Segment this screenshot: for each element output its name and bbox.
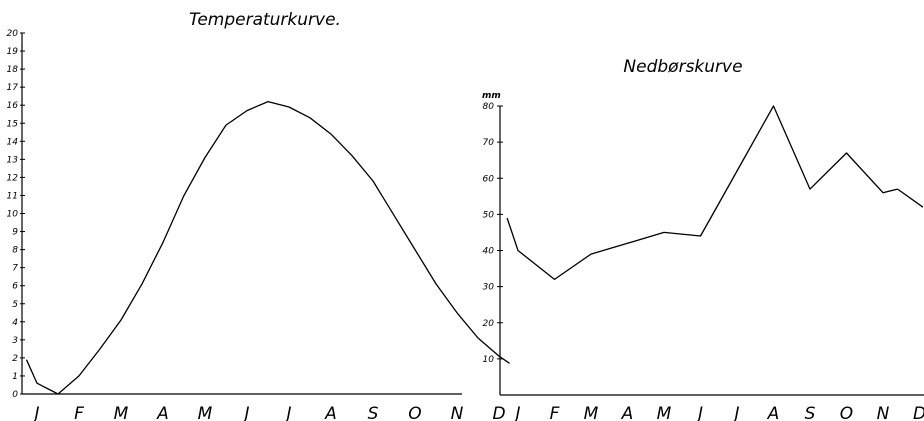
temperature-y-tick-label: 20 (7, 29, 19, 39)
precipitation-y-tick-label: 50 (483, 210, 495, 220)
temperature-chart: Temperaturkurve. 01234567891011121314151… (7, 10, 510, 421)
temperature-y-tick-label: 7 (12, 264, 18, 274)
temperature-y-tick-label: 18 (7, 65, 19, 75)
precipitation-x-tick-label: N (877, 404, 890, 421)
precipitation-x-tick-label: J (695, 404, 703, 421)
precipitation-x-tick-label: A (621, 404, 634, 421)
precipitation-series-tail (897, 188, 924, 208)
precipitation-x-tick-label: J (512, 404, 520, 421)
precipitation-y-tick-label: 80 (483, 102, 495, 112)
precipitation-y-ticks: 10 20 30 40 50 60 70 80 (483, 102, 503, 365)
precipitation-y-tick-label: 10 (483, 355, 495, 365)
precipitation-y-tick-label: 40 (483, 247, 495, 257)
temperature-chart-title: Temperaturkurve. (189, 10, 341, 30)
temperature-x-tick-label: D (492, 404, 505, 421)
precipitation-chart-title: Nedbørskurve (623, 57, 742, 77)
precipitation-chart: Nedbørskurve mm 10 20 30 40 50 60 70 80 J F M A M J J… (482, 57, 924, 421)
temperature-x-tick-label: O (408, 404, 421, 421)
temperature-y-tick-label: 1 (12, 372, 18, 382)
temperature-x-tick-label: A (324, 404, 337, 421)
temperature-x-tick-label: J (283, 404, 291, 421)
precipitation-x-tick-label: J (731, 404, 739, 421)
temperature-y-tick-label: 16 (7, 101, 19, 111)
precipitation-x-tick-label: D (913, 404, 924, 421)
temperature-y-tick-label: 5 (12, 300, 18, 310)
temperature-x-tick-label: A (156, 404, 169, 421)
temperature-x-tick-label: S (368, 404, 379, 421)
temperature-series-line (25, 100, 510, 395)
temperature-y-tick-label: 3 (12, 336, 18, 346)
precipitation-unit-label: mm (482, 91, 501, 101)
precipitation-y-tick-label: 20 (483, 319, 495, 329)
temperature-y-tick-label: 0 (12, 390, 18, 400)
precipitation-y-tick-label: 70 (483, 138, 495, 148)
temperature-x-tick-label: J (31, 404, 39, 421)
temperature-y-tick-label: 9 (12, 228, 18, 238)
temperature-y-tick-label: 13 (7, 155, 19, 165)
temperature-y-tick-label: 6 (12, 282, 18, 292)
temperature-y-tick-label: 8 (12, 246, 18, 256)
temperature-y-tick-label: 15 (7, 119, 19, 129)
temperature-y-tick-label: 19 (7, 47, 19, 57)
precipitation-x-tick-label: O (840, 404, 853, 421)
precipitation-y-tick-label: 30 (483, 283, 495, 293)
temperature-x-tick-label: N (451, 404, 464, 421)
precipitation-x-tick-label: S (805, 404, 816, 421)
temperature-x-tick-label: M (114, 404, 129, 421)
precipitation-x-tick-label: F (550, 404, 560, 421)
temperature-x-tick-label: M (198, 404, 213, 421)
precipitation-x-tick-label: M (584, 404, 599, 421)
temperature-x-tick-label: F (74, 404, 84, 421)
precipitation-y-tick-label: 60 (483, 174, 495, 184)
precipitation-x-tick-label: M (657, 404, 672, 421)
precipitation-x-tick-label: A (767, 404, 780, 421)
temperature-y-tick-label: 2 (12, 354, 18, 364)
temperature-y-tick-label: 10 (7, 210, 19, 220)
precipitation-series-line (506, 105, 898, 281)
temperature-x-tick-label: J (241, 404, 249, 421)
temperature-y-tick-label: 14 (7, 137, 19, 147)
temperature-y-tick-label: 4 (12, 318, 18, 328)
temperature-y-tick-label: 12 (7, 173, 19, 183)
temperature-y-tick-label: 17 (7, 83, 19, 93)
temperature-y-tick-label: 11 (7, 191, 18, 201)
